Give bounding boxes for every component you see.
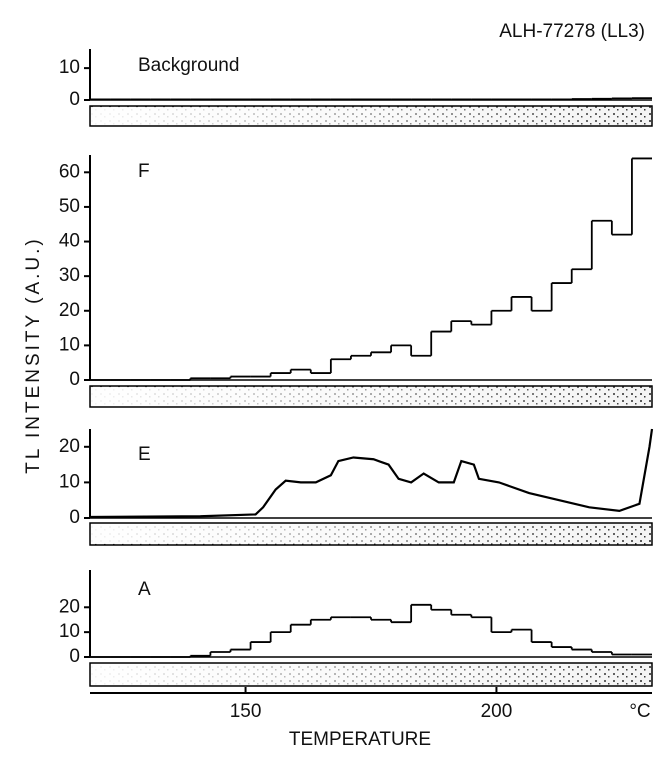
- film-fade: [91, 107, 651, 125]
- film-fade: [91, 387, 651, 406]
- panel-label: F: [138, 161, 150, 182]
- y-tick-label: 50: [59, 196, 80, 217]
- y-tick-label: 40: [59, 231, 80, 252]
- y-tick-label: 20: [59, 300, 80, 321]
- curve: [89, 428, 654, 519]
- panel-label: A: [138, 579, 151, 600]
- figure-title: ALH-77278 (LL3): [499, 21, 645, 42]
- y-axis-label: TL INTENSITY (A.U.): [23, 236, 44, 474]
- x-unit: °C: [629, 701, 650, 722]
- y-tick-label: 0: [69, 369, 80, 390]
- y-tick-label: 10: [59, 621, 80, 642]
- panel-label: Background: [138, 55, 239, 76]
- x-axis-label: TEMPERATURE: [289, 729, 431, 750]
- y-tick-label: 0: [69, 646, 80, 667]
- y-tick-label: 30: [59, 265, 80, 286]
- y-tick-label: 10: [59, 471, 80, 492]
- y-tick-label: 60: [59, 161, 80, 182]
- y-tick-label: 20: [59, 436, 80, 457]
- y-tick-label: 10: [59, 334, 80, 355]
- film-fade: [91, 524, 651, 544]
- x-tick-label: 150: [230, 701, 262, 722]
- panel-label: E: [138, 444, 151, 465]
- y-tick-label: 10: [59, 57, 80, 78]
- x-tick-label: 200: [481, 701, 513, 722]
- film-fade: [91, 664, 651, 685]
- y-tick-label: 0: [69, 89, 80, 110]
- y-tick-label: 20: [59, 596, 80, 617]
- y-tick-label: 0: [69, 507, 80, 528]
